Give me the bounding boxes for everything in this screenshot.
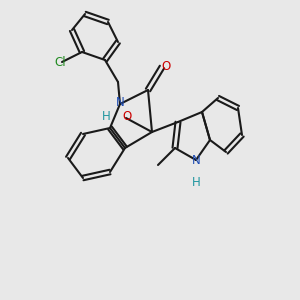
Text: O: O xyxy=(161,61,171,74)
Text: Cl: Cl xyxy=(54,56,66,68)
Text: N: N xyxy=(116,97,124,110)
Text: O: O xyxy=(122,110,132,124)
Text: H: H xyxy=(192,176,200,188)
Text: N: N xyxy=(192,154,200,166)
Text: H: H xyxy=(102,110,110,124)
